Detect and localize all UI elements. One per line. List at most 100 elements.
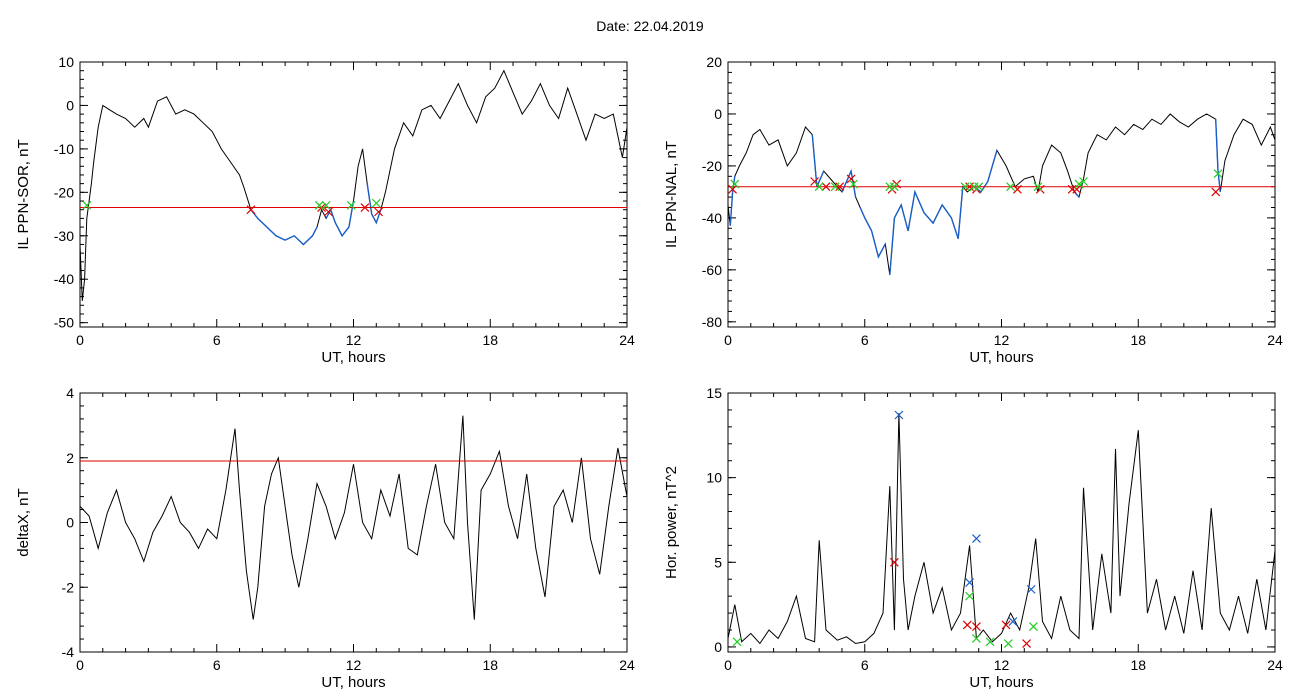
x-tick-label: 18 (1130, 657, 1146, 673)
highlight-segment (889, 186, 964, 276)
x-tick-label: 12 (346, 657, 362, 673)
x-tick-label: 18 (482, 332, 498, 348)
x-axis-label: UT, hours (969, 674, 1033, 691)
y-tick-label: -20 (702, 158, 722, 174)
marker-green (730, 179, 740, 189)
x-tick-label: 18 (1130, 332, 1146, 348)
y-tick-label: -4 (62, 644, 75, 660)
x-tick-label: 0 (724, 657, 732, 673)
x-tick-label: 12 (994, 657, 1010, 673)
y-tick-label: 0 (66, 515, 74, 531)
marker-red (972, 622, 981, 632)
marker-red (1022, 639, 1031, 648)
marker-blue (1008, 617, 1018, 626)
series-line (727, 413, 1276, 645)
x-tick-label: 12 (346, 332, 362, 348)
y-tick-label: 2 (66, 450, 74, 466)
highlight-segment (366, 183, 382, 225)
y-tick-label: 0 (714, 639, 722, 655)
y-axis-label: deltaX, nT (15, 488, 32, 556)
x-tick-label: 6 (213, 657, 221, 673)
marker-green (974, 182, 984, 192)
y-tick-label: -50 (54, 315, 74, 331)
y-tick-label: -60 (702, 262, 722, 278)
x-tick-label: 0 (76, 657, 84, 673)
marker-blue (1026, 584, 1036, 594)
chart-sor: 0 6 12 18 24 10 0 -10 -20 -30 -40 -50 UT, hours IL PP… (15, 54, 635, 366)
x-tick-label: 24 (619, 332, 635, 348)
marker-green (1213, 169, 1223, 179)
y-tick-label: -40 (54, 271, 74, 287)
y-tick-label: 10 (58, 54, 74, 70)
x-tick-label: 24 (619, 657, 635, 673)
marker-green (965, 591, 975, 601)
y-tick-label: 4 (66, 385, 74, 401)
marker-green (1033, 182, 1043, 192)
x-tick-label: 0 (76, 332, 84, 348)
marker-green (314, 200, 324, 210)
highlight-segment (250, 209, 318, 246)
x-tick-label: 6 (213, 332, 221, 348)
marker-green (321, 200, 331, 210)
y-tick-label: -30 (54, 228, 74, 244)
x-tick-label: 0 (724, 332, 732, 348)
figure-title: Date: 22.04.2019 (596, 18, 704, 34)
marker-green (960, 182, 970, 192)
y-tick-label: 10 (706, 470, 722, 486)
marker-green (814, 182, 824, 192)
marker-green (889, 182, 899, 192)
chart-nal: 0 6 12 18 24 20 0 -20 -40 -60 -80 UT, hours IL PPN-N… (663, 54, 1283, 366)
x-tick-label: 6 (861, 332, 869, 348)
marker-red (1211, 187, 1221, 197)
x-tick-label: 24 (1267, 657, 1283, 673)
highlight-segment (1215, 119, 1221, 192)
y-axis-label: IL PPN-NAL, nT (663, 141, 680, 248)
plot-frame (79, 61, 628, 328)
x-axis-label: UT, hours (321, 349, 385, 366)
marker-red (846, 174, 856, 184)
x-tick-label: 24 (1267, 332, 1283, 348)
marker-red (360, 203, 370, 212)
plot-frame (727, 61, 1276, 328)
marker-blue (965, 578, 975, 588)
series-line (79, 415, 628, 620)
marker-red (962, 620, 972, 630)
y-tick-label: -10 (54, 141, 74, 157)
y-axis-label: Hor. power, nT^2 (663, 466, 680, 579)
y-tick-label: 0 (66, 97, 74, 113)
y-tick-label: -20 (54, 184, 74, 200)
series-line (727, 113, 1276, 276)
marker-green (1074, 179, 1084, 189)
plot-frame (79, 392, 628, 653)
marker-red (821, 182, 831, 192)
marker-red (1001, 620, 1011, 630)
marker-green (1006, 182, 1016, 192)
x-axis-label: UT, hours (321, 674, 385, 691)
x-tick-label: 18 (482, 657, 498, 673)
y-tick-label: 5 (714, 554, 722, 570)
chart-deltax: 0 6 12 18 24 4 2 0 -2 -4 UT, hours deltaX, nT (15, 385, 635, 691)
marker-green (1003, 639, 1013, 648)
marker-red (889, 557, 899, 567)
marker-blue (972, 534, 981, 544)
y-tick-label: 20 (706, 54, 722, 70)
marker-green (972, 634, 981, 643)
marker-green (985, 637, 995, 647)
marker-green (82, 200, 92, 210)
marker-green (848, 179, 858, 189)
marker-red (1072, 184, 1082, 194)
y-tick-label: 15 (706, 385, 722, 401)
marker-green (1028, 622, 1038, 632)
highlight-segment (841, 168, 857, 198)
marker-red (1013, 184, 1022, 194)
plot-frame (727, 392, 1276, 653)
y-tick-label: 0 (714, 106, 722, 122)
highlight-segment (859, 207, 886, 259)
chart-power: 0 6 12 18 24 15 10 5 0 UT, hours Hor. power, nT^2 (663, 385, 1283, 691)
marker-green (371, 198, 381, 208)
marker-blue (894, 410, 904, 420)
highlight-segment (325, 200, 355, 238)
marker-green (346, 200, 356, 210)
marker-red (728, 184, 737, 194)
